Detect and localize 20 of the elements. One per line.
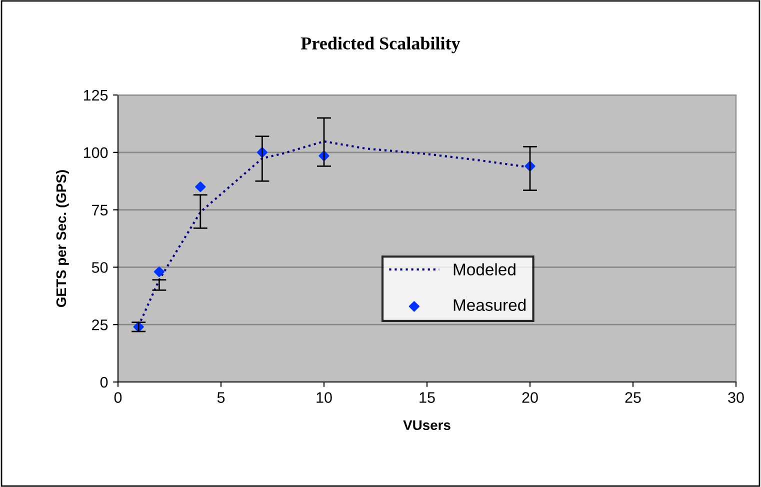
chart-title: Predicted Scalability	[300, 36, 460, 54]
point	[154, 266, 164, 278]
y-tick-label: 100	[84, 147, 108, 158]
y-tick-label: 0	[100, 376, 108, 388]
point	[195, 182, 206, 192]
legend-label: Modeled	[454, 263, 516, 276]
x-tick-label: 0	[114, 392, 122, 403]
x-axis-title: VUsers	[403, 420, 450, 430]
y-tick-label: 50	[92, 262, 108, 273]
x-tick-label: 10	[316, 392, 332, 403]
x-tick-label: 15	[420, 392, 435, 403]
y-tick-label: 125	[84, 90, 108, 101]
y-tick-label: 25	[92, 319, 108, 330]
y-tick-label: 75	[92, 204, 108, 216]
x-tick-label: 25	[625, 392, 641, 403]
x-tick-label: 5	[217, 392, 225, 403]
y-axis-title: GETS per Sec. (GPS)	[56, 170, 69, 308]
x-tick-label: 30	[728, 392, 744, 403]
legend-label: Measured	[454, 298, 526, 311]
x-tick-label: 20	[522, 392, 538, 403]
